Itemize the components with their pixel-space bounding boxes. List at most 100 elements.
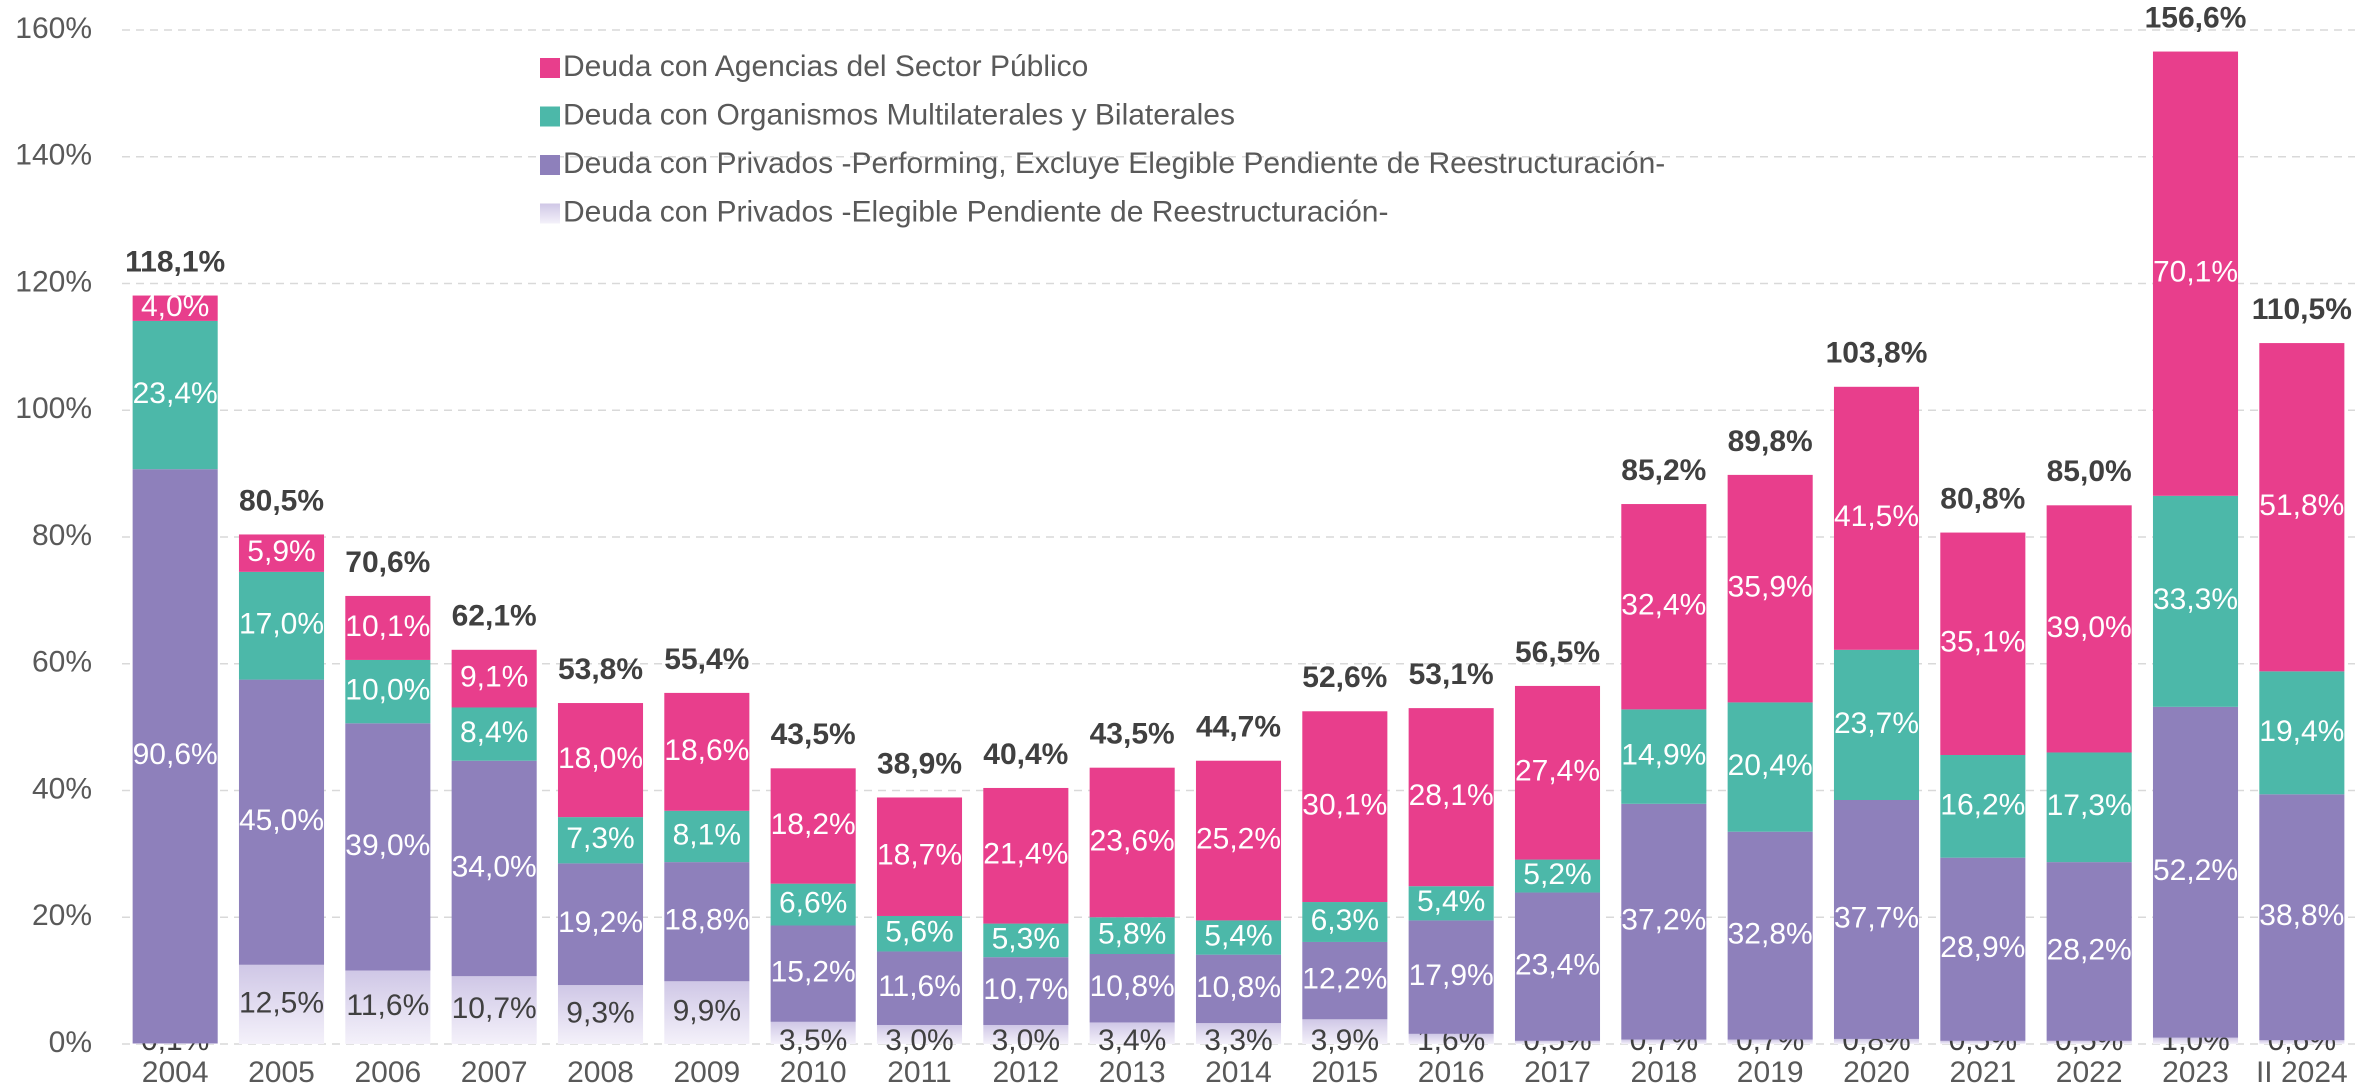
- bar-segment: [983, 957, 1069, 1025]
- x-tick-label: 2016: [1418, 1056, 1485, 1089]
- x-tick-label: 2021: [1949, 1056, 2016, 1089]
- x-tick-label: 2004: [142, 1056, 209, 1089]
- total-label: 80,8%: [1940, 482, 2025, 515]
- bar-segment: [1727, 474, 1813, 703]
- bar-segment: [1727, 1039, 1813, 1044]
- bar-segment: [1302, 941, 1388, 1020]
- bar-segment: [1514, 1040, 1601, 1044]
- bar-segment: [1727, 831, 1813, 1040]
- total-label: 44,7%: [1196, 711, 1281, 744]
- value-label: 3,0%: [992, 1024, 1060, 1057]
- total-label: 70,6%: [345, 546, 430, 579]
- total-label: 43,5%: [771, 718, 856, 751]
- bar-segment: [1195, 1023, 1282, 1044]
- total-label: 103,8%: [1826, 337, 1928, 370]
- bar-segment: [770, 883, 856, 926]
- x-tick-label: 2019: [1737, 1056, 1804, 1089]
- value-label: 21,4%: [983, 838, 1068, 871]
- bar-segment: [451, 707, 537, 761]
- y-tick-label: 120%: [15, 265, 92, 298]
- bar-segment: [2259, 1040, 2345, 1044]
- bar-segment: [2046, 1040, 2132, 1044]
- value-label: 10,7%: [452, 992, 537, 1025]
- value-label: 10,8%: [1090, 970, 1175, 1003]
- bar-segment: [132, 469, 218, 1044]
- value-label: 5,9%: [247, 535, 315, 568]
- value-label: 32,8%: [1728, 918, 1813, 951]
- value-label: 23,4%: [133, 377, 218, 410]
- value-label: 18,8%: [664, 904, 749, 937]
- bar-segment: [557, 985, 644, 1044]
- value-label: 10,8%: [1196, 971, 1281, 1004]
- total-label: 62,1%: [452, 600, 537, 633]
- x-tick-label: 2017: [1524, 1056, 1591, 1089]
- bar-segment: [1514, 892, 1601, 1041]
- y-tick-label: 80%: [32, 519, 92, 552]
- value-label: 5,2%: [1523, 858, 1591, 891]
- bar-segment: [1089, 954, 1175, 1023]
- bar-segment: [238, 534, 325, 572]
- y-tick-label: 100%: [15, 392, 92, 425]
- x-tick-label: 2008: [567, 1056, 634, 1089]
- value-label: 5,8%: [1098, 918, 1166, 951]
- value-label: 11,6%: [878, 970, 961, 1003]
- value-label: 17,3%: [2047, 789, 2132, 822]
- x-tick-label: 2023: [2162, 1056, 2229, 1089]
- bar-segment: [1833, 386, 1920, 650]
- value-label: 28,2%: [2047, 933, 2132, 966]
- bar-segment: [238, 571, 325, 680]
- legend-label: Deuda con Organismos Multilaterales y Bi…: [563, 98, 1235, 131]
- bar-segment: [1408, 920, 1494, 1034]
- value-label: 70,1%: [2153, 256, 2238, 289]
- total-label: 85,0%: [2047, 455, 2132, 488]
- legend-label: Deuda con Agencias del Sector Público: [563, 50, 1088, 83]
- value-label: 19,4%: [2259, 715, 2344, 748]
- value-label: 15,2%: [771, 956, 856, 989]
- total-label: 118,1%: [125, 245, 225, 278]
- bar-segment: [1195, 920, 1282, 955]
- value-label: 51,8%: [2259, 489, 2344, 522]
- value-label: 28,1%: [1409, 779, 1494, 812]
- value-label: 39,0%: [345, 829, 430, 862]
- x-tick-label: 2015: [1311, 1056, 1378, 1089]
- value-label: 6,3%: [1311, 904, 1379, 937]
- value-label: 37,7%: [1834, 901, 1919, 934]
- value-label: 12,5%: [239, 986, 324, 1019]
- value-label: 23,7%: [1834, 707, 1919, 740]
- y-tick-label: 140%: [15, 139, 92, 172]
- value-label: 38,8%: [2259, 899, 2344, 932]
- x-tick-label: 2022: [2056, 1056, 2123, 1089]
- value-label: 39,0%: [2047, 611, 2132, 644]
- bar-segment: [132, 295, 218, 321]
- bar-segment: [983, 787, 1069, 924]
- total-label: 156,6%: [2145, 1, 2247, 34]
- value-label: 11,6%: [346, 989, 429, 1022]
- legend-swatch: [540, 106, 560, 127]
- bar-segment: [451, 760, 537, 977]
- value-label: 23,4%: [1515, 949, 1600, 982]
- value-label: 3,0%: [885, 1024, 953, 1057]
- value-label: 18,6%: [664, 734, 749, 767]
- value-label: 10,1%: [345, 610, 430, 643]
- value-label: 23,6%: [1090, 824, 1175, 857]
- total-label: 80,5%: [239, 484, 324, 517]
- bar-segment: [1089, 767, 1175, 918]
- legend-swatch: [540, 203, 560, 224]
- bar-segment: [2152, 706, 2239, 1038]
- bar-segment: [1089, 917, 1175, 955]
- bar-segment: [2046, 862, 2132, 1041]
- bar-segment: [664, 862, 750, 982]
- bar-segment: [1833, 800, 1920, 1039]
- value-label: 20,4%: [1728, 749, 1813, 782]
- bar-segment: [1302, 1019, 1388, 1044]
- bar-segment: [2152, 495, 2239, 707]
- value-label: 9,9%: [673, 995, 741, 1028]
- total-label: 110,5%: [2252, 293, 2352, 326]
- bar-segment: [664, 810, 750, 863]
- value-label: 18,7%: [877, 839, 962, 872]
- value-label: 4,0%: [141, 290, 209, 323]
- bar-segment: [983, 923, 1069, 958]
- bar-segment: [557, 703, 644, 818]
- value-label: 14,9%: [1621, 739, 1706, 772]
